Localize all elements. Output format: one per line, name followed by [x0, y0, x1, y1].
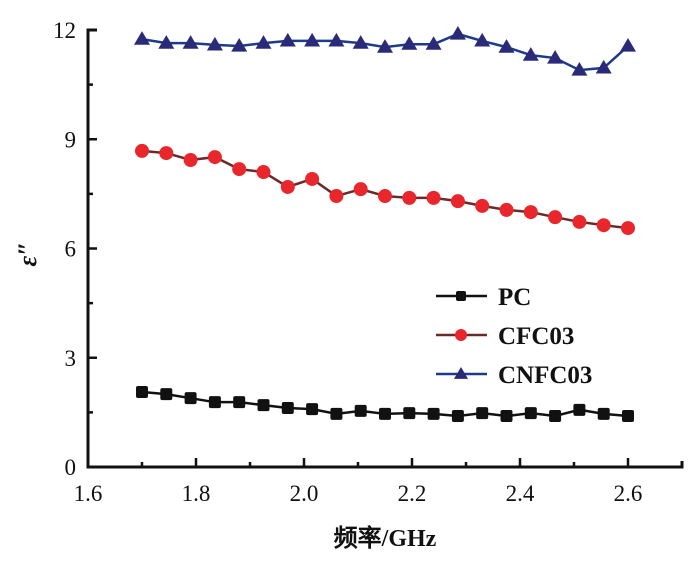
data-point	[255, 35, 272, 49]
data-point	[522, 47, 539, 61]
legend-label: PC	[498, 284, 531, 311]
data-point	[449, 26, 466, 40]
data-point	[595, 59, 612, 74]
data-point	[573, 403, 586, 416]
data-point	[476, 407, 489, 420]
data-point	[183, 153, 198, 168]
data-point	[378, 189, 392, 204]
x-tick-label: 1.8	[182, 481, 211, 506]
data-point	[280, 179, 295, 194]
x-tick-label: 2.0	[290, 481, 319, 506]
data-point	[474, 32, 491, 47]
data-point	[402, 190, 417, 205]
data-point	[498, 39, 515, 53]
data-point	[304, 32, 321, 47]
data-point	[330, 407, 343, 420]
x-tick-label: 2.6	[614, 481, 643, 506]
data-point	[329, 189, 344, 204]
data-point	[208, 396, 221, 409]
data-point	[572, 214, 587, 229]
series-layer	[134, 26, 636, 423]
legend-label: CFC03	[498, 323, 574, 350]
data-point	[596, 218, 611, 233]
x-tick-label: 1.6	[74, 481, 103, 506]
x-tick-label: 2.2	[398, 481, 427, 506]
legend-label: CNFC03	[498, 362, 592, 389]
data-point	[622, 410, 634, 423]
data-point	[306, 403, 319, 416]
data-point	[547, 50, 564, 64]
y-axis-title: ε″	[13, 241, 42, 266]
series-cnfc03	[134, 26, 636, 76]
data-point	[450, 194, 465, 209]
legend: PC CFC03 CNFC03	[436, 284, 592, 389]
data-point	[231, 38, 248, 52]
data-point	[597, 407, 610, 420]
data-point	[160, 388, 173, 401]
data-point	[548, 210, 563, 225]
data-point	[549, 410, 562, 423]
data-point	[279, 32, 296, 47]
data-point	[207, 150, 222, 165]
data-point	[620, 38, 636, 52]
data-point	[232, 162, 247, 177]
data-point	[403, 407, 416, 420]
legend-item-pc: PC	[436, 284, 531, 311]
legend-item-cnfc03: CNFC03	[436, 362, 592, 389]
series-cfc03	[135, 143, 635, 236]
data-point	[352, 35, 369, 49]
data-point	[281, 402, 294, 415]
x-axis-title: 频率/GHz	[334, 524, 437, 552]
series-pc	[136, 385, 634, 423]
data-point	[233, 396, 246, 409]
data-point	[328, 32, 345, 47]
data-point	[451, 410, 464, 423]
legend-marker	[454, 367, 468, 379]
data-point	[184, 392, 197, 405]
data-point	[135, 143, 149, 158]
x-tick-label: 2.4	[506, 481, 535, 506]
data-point	[426, 190, 441, 205]
data-point	[206, 36, 223, 51]
data-point	[257, 399, 270, 412]
data-point	[134, 31, 150, 45]
axis-lines	[86, 28, 684, 469]
y-tick-label: 0	[65, 455, 77, 480]
data-point	[499, 202, 514, 217]
data-point	[305, 171, 320, 186]
data-point	[377, 39, 393, 53]
y-tick-label: 12	[53, 18, 76, 43]
y-tick-label: 6	[65, 237, 77, 262]
data-point	[621, 221, 635, 236]
y-tick-label: 9	[65, 127, 77, 152]
data-point	[523, 205, 538, 220]
data-point	[524, 407, 537, 420]
data-point	[401, 36, 418, 50]
data-point	[354, 404, 367, 417]
data-point	[256, 165, 271, 180]
data-point	[427, 407, 440, 420]
axes: 1.6 1.8 2.0 2.2 2.4 2.6 0 3 6 9 12	[53, 18, 684, 506]
legend-marker	[456, 291, 466, 301]
data-point	[571, 62, 588, 76]
legend-marker	[455, 329, 467, 341]
data-point	[136, 385, 148, 398]
y-tick-label: 3	[65, 346, 77, 371]
legend-item-cfc03: CFC03	[436, 323, 574, 350]
data-point	[379, 407, 391, 420]
data-point	[500, 410, 513, 423]
data-point	[158, 35, 175, 49]
data-point	[353, 182, 368, 197]
data-point	[182, 35, 199, 49]
data-point	[159, 146, 174, 161]
data-point	[425, 36, 442, 50]
data-point	[475, 198, 490, 213]
